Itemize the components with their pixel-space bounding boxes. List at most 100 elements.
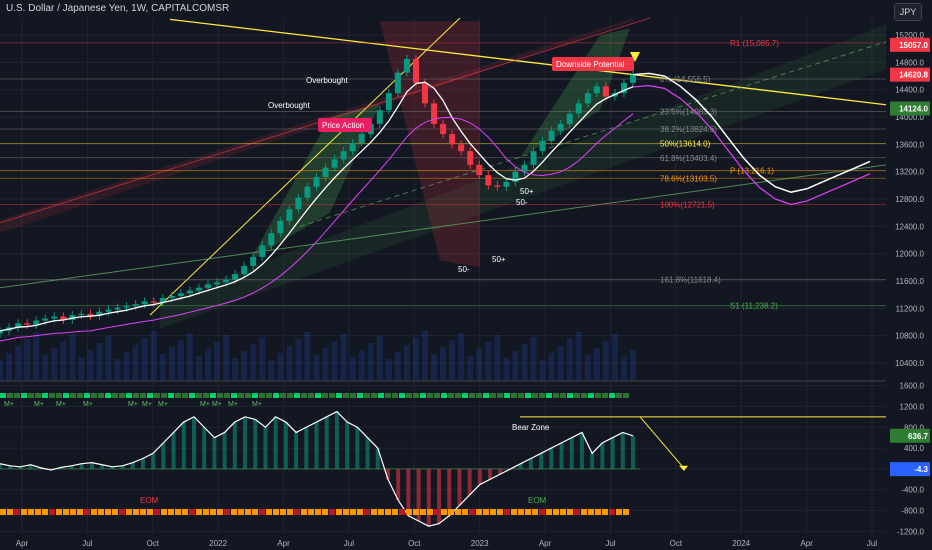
red-cloud-zone [380, 21, 480, 268]
candle-body [440, 123, 447, 135]
volume-bar [195, 356, 202, 380]
moving-average-line [0, 81, 634, 332]
signal-cell-top [336, 393, 342, 398]
signal-cell-top [560, 393, 566, 398]
signal-cell [182, 509, 188, 515]
candle-body [449, 134, 456, 145]
green-channel-zone [160, 24, 886, 329]
volume-bar [494, 335, 501, 380]
volume-bar [150, 331, 157, 380]
signal-cell-top [476, 393, 482, 398]
green-trendline [0, 164, 887, 289]
osc-bar [151, 453, 156, 469]
volume-bar [530, 337, 537, 380]
signal-cell-top [308, 393, 314, 398]
signal-cell-top [462, 393, 468, 398]
signal-cell-top [70, 393, 76, 398]
signal-strip [0, 393, 629, 515]
volume-bar [214, 342, 221, 380]
annotation-box [318, 118, 372, 132]
candle-body [313, 177, 320, 187]
signal-cell-top [119, 393, 125, 398]
currency-button[interactable]: JPY [894, 3, 922, 21]
signal-cell-top [427, 393, 433, 398]
time-tick-label: 2022 [209, 539, 227, 548]
candle-body [259, 245, 266, 258]
osc-bar [202, 427, 207, 469]
signal-cell [588, 509, 594, 515]
signal-cell [441, 509, 447, 515]
volume-bar [485, 342, 492, 380]
volume-bar [78, 357, 85, 380]
osc-bar [406, 468, 411, 516]
price-tick-label: 13200.0 [895, 168, 924, 177]
candle-body [250, 257, 257, 266]
signal-cell [35, 509, 41, 515]
signal-cell-top [567, 393, 573, 398]
price-tick-label: 14000.0 [895, 113, 924, 122]
m-plus-marker: M+ [158, 401, 168, 408]
signal-cell [574, 509, 580, 515]
signal-cell [196, 509, 202, 515]
osc-bar [171, 432, 176, 469]
signal-cell-top [224, 393, 230, 398]
osc-bar [385, 468, 390, 480]
candle-body [304, 186, 311, 198]
signal-cell [497, 509, 503, 515]
volume-bar [277, 353, 284, 380]
price-tick-label: 12400.0 [895, 222, 924, 231]
signal-cell [434, 509, 440, 515]
signal-cell [483, 509, 489, 515]
candle-body [277, 220, 284, 234]
volume-bar [87, 350, 94, 380]
signal-cell-top [0, 393, 6, 398]
time-tick-label: Jul [344, 539, 354, 548]
signal-cell-top [518, 393, 524, 398]
signal-cell-top [112, 393, 118, 398]
signal-cell-top [196, 393, 202, 398]
signal-cell [147, 509, 153, 515]
signal-cell [245, 509, 251, 515]
signal-cell [140, 509, 146, 515]
signal-cell-top [469, 393, 475, 398]
signal-cell-top [413, 393, 419, 398]
price-label-tag [890, 101, 930, 116]
candle-body [268, 233, 275, 246]
signal-cell [126, 509, 132, 515]
signal-cell [231, 509, 237, 515]
annotations: Overbought Overbought Price Action Downside… [4, 57, 634, 505]
volume-bar [358, 350, 365, 380]
osc-bar [498, 468, 503, 475]
osc-bar [283, 422, 288, 469]
signal-cell [490, 509, 496, 515]
price-tick-label: 11200.0 [896, 304, 925, 313]
candle-body [394, 72, 401, 94]
time-tick-label: Apr [277, 539, 290, 548]
m-plus-marker: M+ [4, 401, 14, 408]
grid-lines [0, 18, 886, 534]
signal-cell-top [490, 393, 496, 398]
candle-body [340, 151, 347, 160]
m-plus-marker: M+ [228, 401, 238, 408]
volume-bar [132, 345, 139, 380]
candle-body [33, 320, 40, 325]
volume-bar [268, 360, 275, 380]
osc-bar [181, 422, 186, 469]
signal-cell [42, 509, 48, 515]
candle-body [286, 209, 293, 221]
osc-tick-label: -400.0 [901, 486, 924, 495]
candle-body [431, 103, 438, 124]
signal-cell [504, 509, 510, 515]
annotation-label: Overbought [306, 76, 349, 85]
yellow-trendline [169, 18, 887, 106]
time-tick-label: 2023 [471, 539, 489, 548]
osc-bar [416, 468, 421, 521]
signal-cell-top [217, 393, 223, 398]
signal-cell-top [434, 393, 440, 398]
osc-bar [396, 468, 401, 501]
osc-bar [304, 427, 309, 469]
osc-bar [222, 432, 227, 469]
red-channel-zone [0, 18, 633, 234]
volume-bar [186, 333, 193, 380]
